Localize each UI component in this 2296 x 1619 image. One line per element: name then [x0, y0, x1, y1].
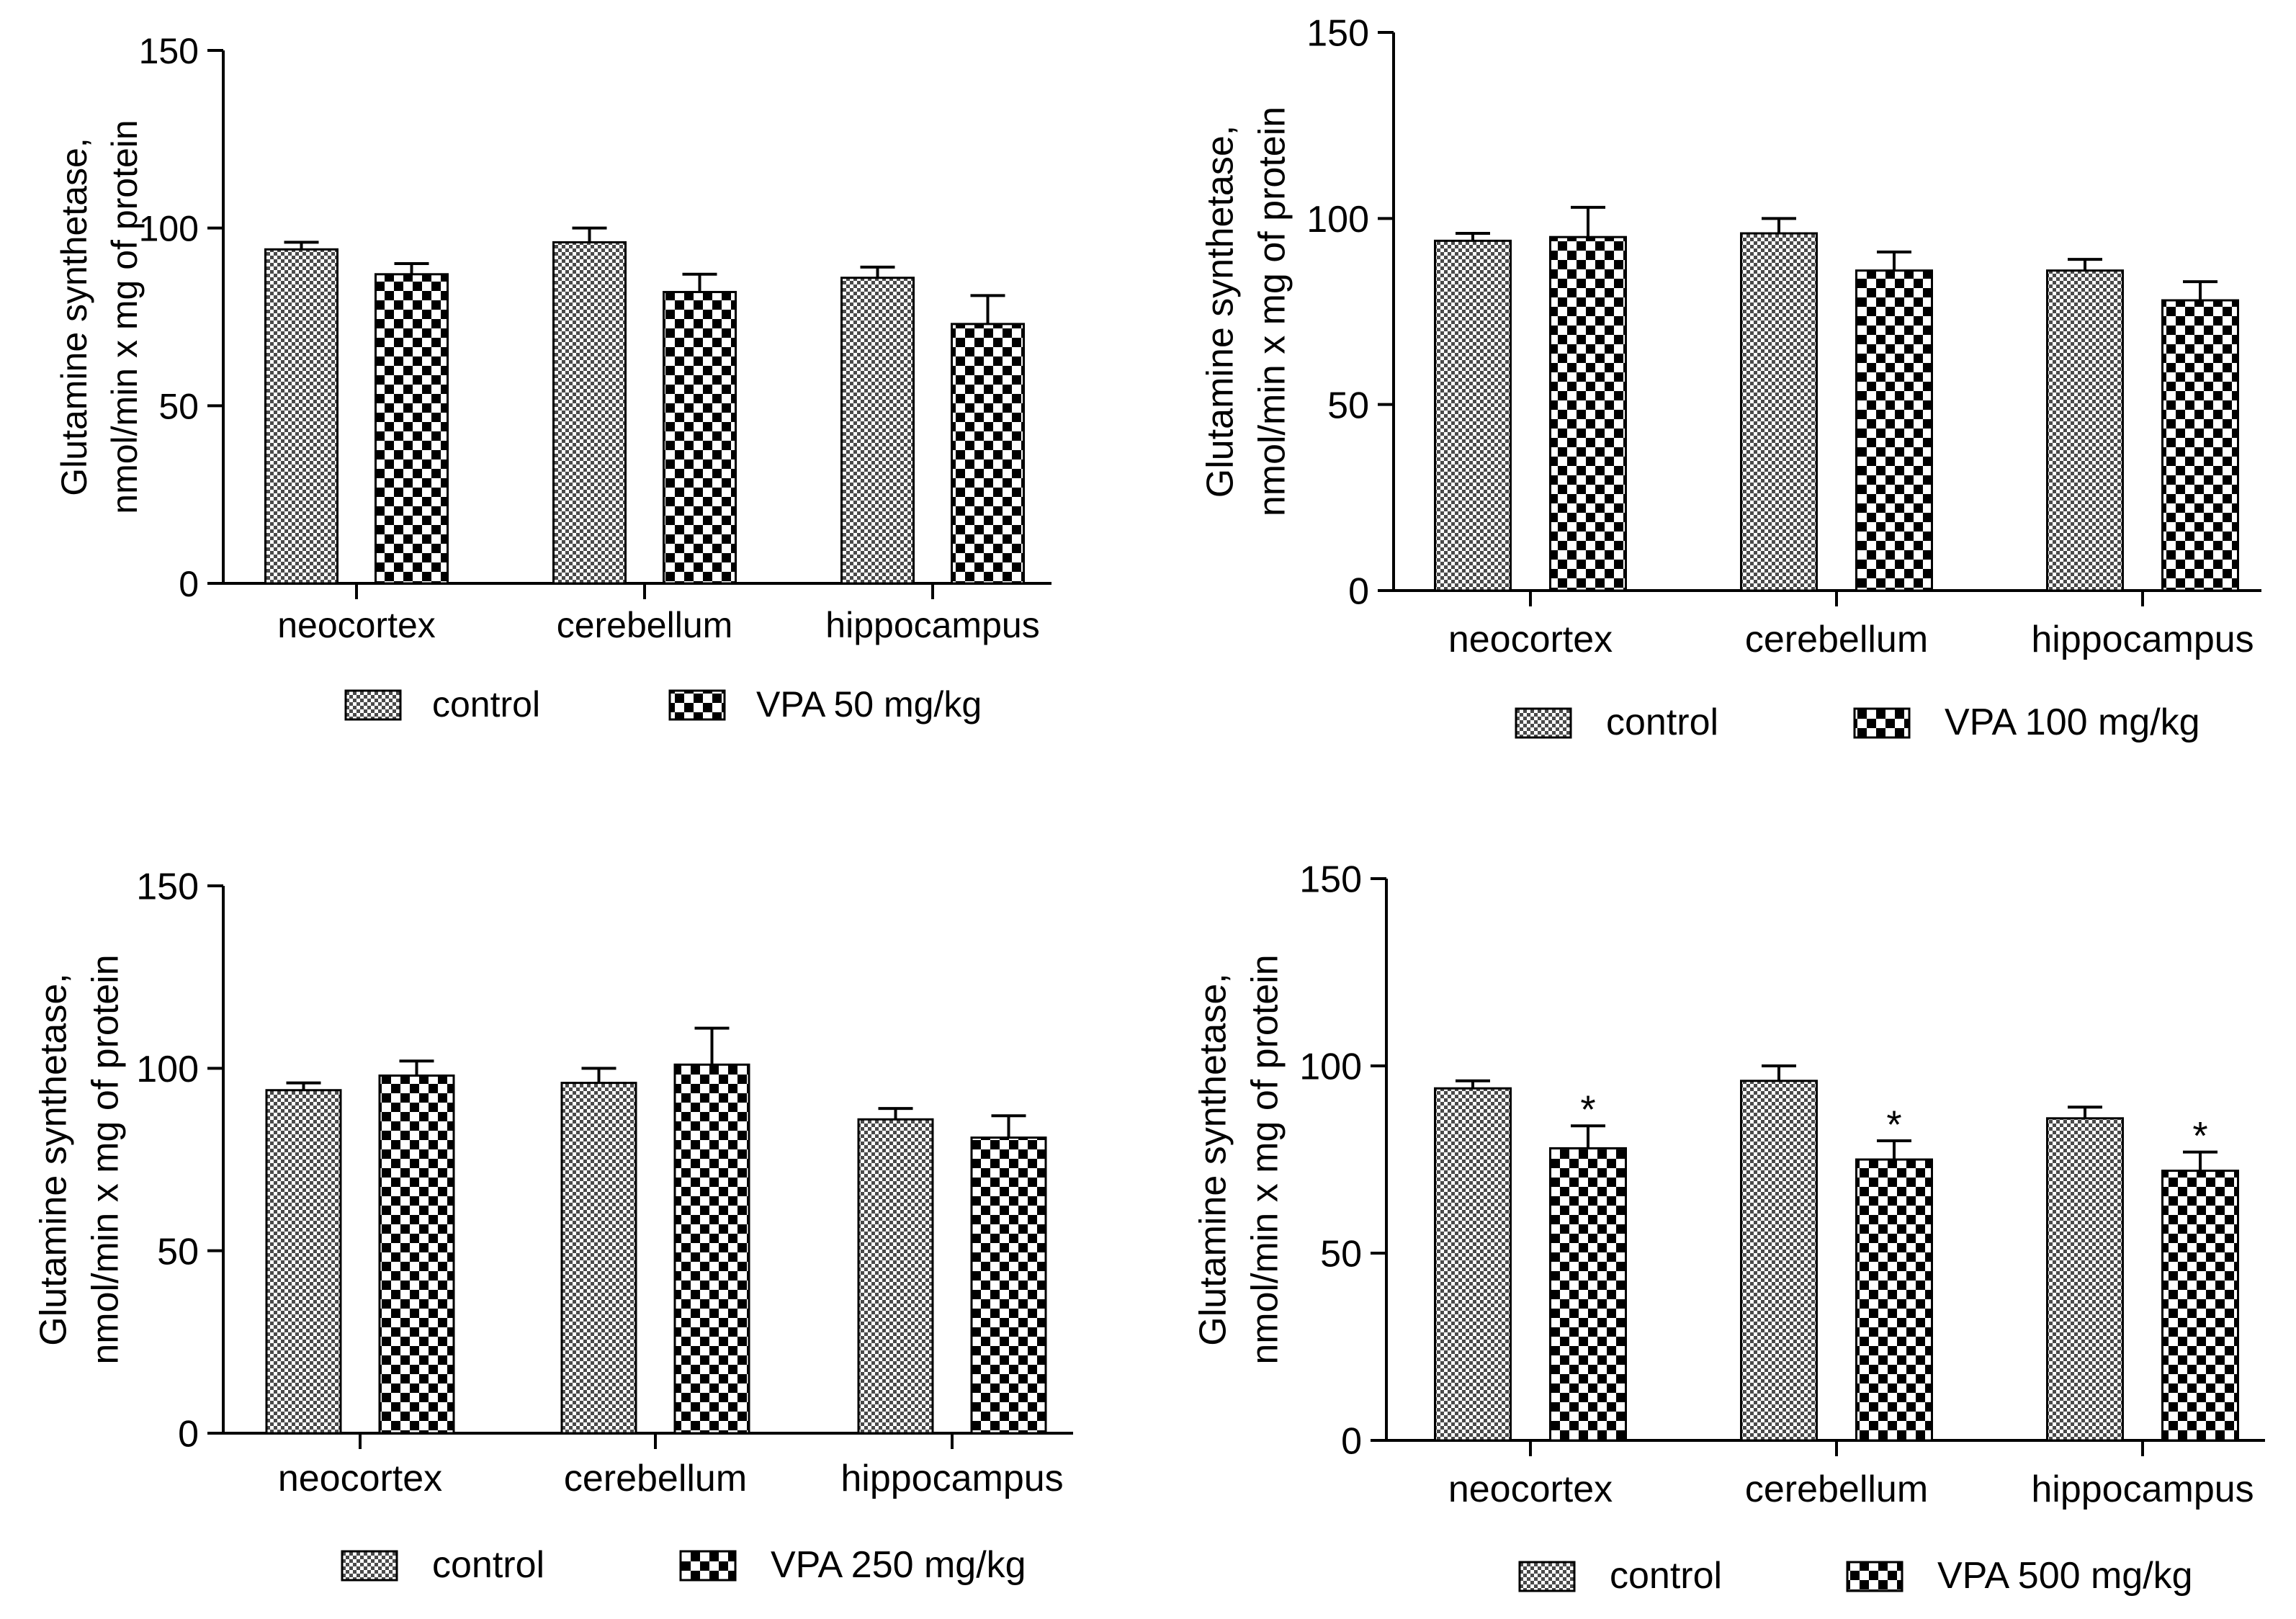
bar — [1549, 1147, 1627, 1442]
legend-swatch — [1518, 1561, 1576, 1592]
bar — [1740, 232, 1818, 592]
x-category-label: hippocampus — [840, 1458, 1063, 1499]
y-axis-label-line1: Glutamine synthetase, — [1193, 973, 1234, 1345]
significance-marker: * — [1580, 1087, 1595, 1131]
bar — [951, 323, 1025, 585]
legend-label: control — [432, 1544, 544, 1586]
y-tick-label: 150 — [136, 866, 199, 908]
chart-panel-bottom-right: 0 50 100 150 Glutamine synthetase, nmol/min x… — [1167, 850, 2283, 1613]
x-category-label: hippocampus — [2031, 619, 2254, 660]
y-tick-label: 0 — [179, 564, 199, 604]
bar — [552, 241, 627, 585]
bar — [857, 1118, 934, 1435]
bar — [378, 1074, 455, 1435]
y-tick-label: 50 — [158, 386, 199, 426]
y-tick-label: 0 — [178, 1414, 199, 1456]
y-axis-label-line2: nmol/min x mg of protein — [1252, 107, 1293, 516]
y-axis-label-line2: nmol/min x mg of protein — [85, 954, 127, 1364]
bar — [1549, 236, 1627, 592]
bar — [673, 1063, 750, 1435]
bar — [1855, 269, 1933, 592]
bar — [264, 248, 338, 585]
chart-svg: 0 50 100 150 Glutamine synthetase, nmol/min x… — [54, 31, 1051, 725]
bar — [840, 277, 915, 585]
x-category-label: neocortex — [277, 605, 436, 645]
significance-marker: * — [1886, 1103, 1901, 1147]
legend-label: control — [1610, 1555, 1722, 1597]
y-axis-label-line2: nmol/min x mg of protein — [1245, 954, 1286, 1364]
bar — [375, 273, 449, 585]
y-tick-label: 100 — [136, 1049, 199, 1090]
y-tick-label: 0 — [1341, 1421, 1362, 1463]
legend-swatch — [1846, 1561, 1903, 1592]
bar — [1740, 1080, 1818, 1442]
chart-svg: 0 50 100 150 Glutamine synthetase, nmol/min x… — [33, 866, 1073, 1586]
y-tick-label: 100 — [1306, 199, 1369, 241]
bar — [1434, 239, 1512, 592]
x-category-label: cerebellum — [1745, 1468, 1928, 1510]
legend-swatch — [668, 689, 726, 721]
legend-label: VPA 100 mg/kg — [1945, 701, 2200, 743]
y-axis-label-line1: Glutamine synthetase, — [54, 138, 94, 496]
y-tick-label: 100 — [139, 209, 199, 249]
x-category-label: hippocampus — [2031, 1468, 2254, 1510]
y-tick-label: 150 — [139, 31, 199, 71]
y-axis-label-line1: Glutamine synthetase, — [33, 973, 75, 1345]
y-tick-label: 50 — [157, 1231, 199, 1273]
bar — [2161, 299, 2239, 592]
bar — [265, 1089, 342, 1435]
y-tick-label: 100 — [1299, 1046, 1362, 1088]
y-tick-label: 50 — [1320, 1234, 1362, 1275]
bar — [1855, 1158, 1933, 1442]
legend-label: VPA 250 mg/kg — [771, 1544, 1026, 1586]
bar — [970, 1136, 1047, 1435]
bar — [560, 1082, 637, 1435]
legend-swatch — [679, 1550, 737, 1582]
legend-swatch — [1853, 707, 1911, 739]
x-category-label: cerebellum — [557, 605, 733, 645]
chart-panel-bottom-left: 0 50 100 150 Glutamine synthetase, nmol/min x… — [7, 850, 1080, 1613]
y-tick-label: 0 — [1348, 571, 1369, 613]
chart-panel-top-right: 0 50 100 150 Glutamine synthetase, nmol/min x… — [1174, 7, 2283, 763]
chart-svg: 0 50 100 150 Glutamine synthetase, nmol/min x… — [1193, 859, 2265, 1597]
x-category-label: neocortex — [1448, 619, 1613, 660]
y-tick-label: 50 — [1327, 385, 1369, 426]
legend-label: control — [1606, 701, 1718, 743]
y-axis-label-line2: nmol/min x mg of protein — [104, 120, 145, 513]
chart-svg: 0 50 100 150 Glutamine synthetase, nmol/min x… — [1200, 13, 2261, 743]
x-category-label: cerebellum — [1745, 619, 1928, 660]
bar — [663, 290, 737, 585]
legend-label: control — [432, 684, 540, 725]
y-axis-label-line1: Glutamine synthetase, — [1200, 125, 1242, 498]
legend-label: VPA 50 mg/kg — [756, 684, 982, 725]
legend-label: VPA 500 mg/kg — [1937, 1555, 2193, 1597]
chart-panel-top-left: 0 50 100 150 Glutamine synthetase, nmol/min x… — [29, 29, 1080, 749]
y-tick-label: 150 — [1306, 13, 1369, 55]
legend-swatch — [341, 1550, 398, 1582]
x-category-label: cerebellum — [564, 1458, 747, 1499]
bar — [1434, 1087, 1512, 1442]
y-tick-label: 150 — [1299, 859, 1362, 901]
x-category-label: neocortex — [1448, 1468, 1613, 1510]
legend-swatch — [1515, 707, 1572, 739]
bar — [2046, 1117, 2124, 1442]
significance-marker: * — [2192, 1114, 2207, 1158]
legend-swatch — [344, 689, 402, 721]
bar — [2046, 269, 2124, 592]
x-category-label: hippocampus — [825, 605, 1039, 645]
x-category-label: neocortex — [278, 1458, 442, 1499]
bar — [2161, 1170, 2239, 1442]
